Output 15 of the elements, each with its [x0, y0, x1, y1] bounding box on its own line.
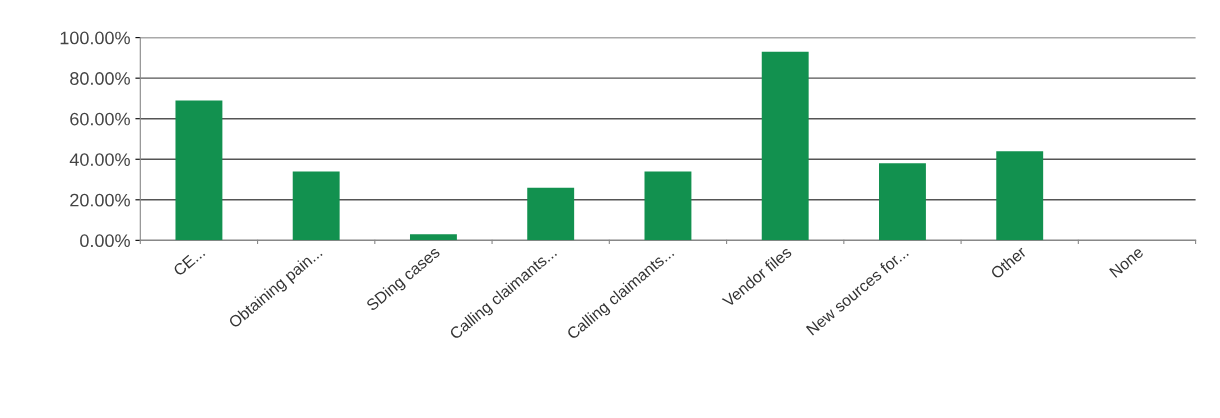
y-tick-label: 60.00%	[70, 112, 130, 126]
bar	[175, 100, 223, 241]
bar	[409, 234, 457, 241]
y-tick-label: 100.00%	[60, 31, 130, 45]
y-tick-label: 40.00%	[69, 153, 130, 166]
y-tick-label: 20.00%	[70, 193, 130, 207]
y-tick-label: 0.00%	[80, 234, 130, 248]
bar	[761, 51, 809, 241]
bar	[292, 171, 340, 241]
bar	[527, 187, 575, 241]
y-tick-label: 80.00%	[70, 72, 130, 85]
bar	[879, 163, 926, 241]
x-tick-label: CE...	[172, 246, 206, 277]
bar	[996, 151, 1044, 241]
bar	[644, 171, 692, 241]
